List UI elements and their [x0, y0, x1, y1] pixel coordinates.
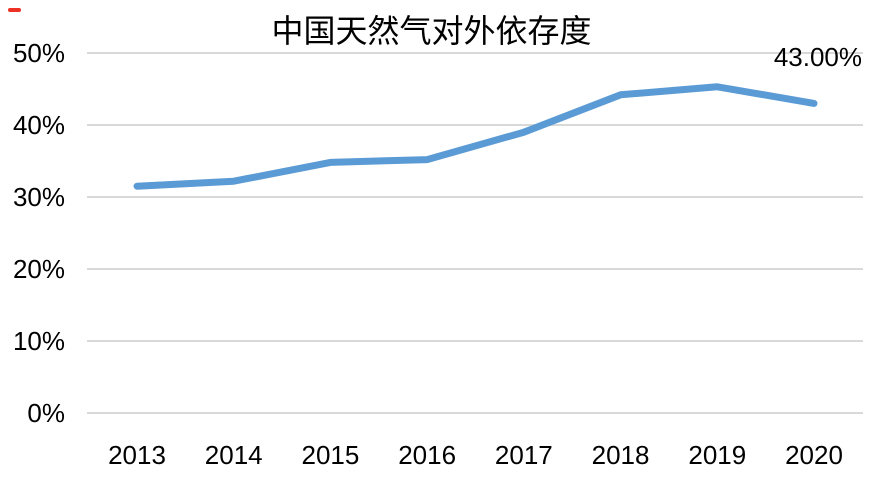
y-axis-tick-label: 50% — [12, 38, 65, 68]
x-axis-tick-label: 2016 — [398, 440, 457, 470]
x-axis-tick-label: 2013 — [108, 440, 166, 470]
x-axis-tick-label: 2017 — [494, 440, 553, 470]
y-axis-tick-label: 10% — [12, 326, 65, 356]
y-axis-tick-label: 40% — [12, 110, 65, 140]
last-point-value-label: 43.00% — [773, 42, 862, 72]
x-axis-tick-label: 2019 — [688, 440, 747, 470]
chart-title: 中国天然气对外依存度 — [271, 13, 592, 49]
x-axis-tick-label: 2020 — [785, 440, 843, 470]
red-dash-mark — [8, 8, 21, 12]
gridlines — [87, 52, 863, 414]
y-axis-tick-label: 30% — [12, 182, 65, 212]
x-axis-tick-label: 2018 — [591, 440, 650, 470]
x-axis-tick-label: 2015 — [301, 440, 360, 470]
x-axis-tick-label: 2014 — [204, 440, 263, 470]
y-axis-tick-label: 0% — [27, 398, 65, 428]
y-axis-tick-label: 20% — [12, 254, 65, 284]
dependency-line — [133, 83, 818, 190]
